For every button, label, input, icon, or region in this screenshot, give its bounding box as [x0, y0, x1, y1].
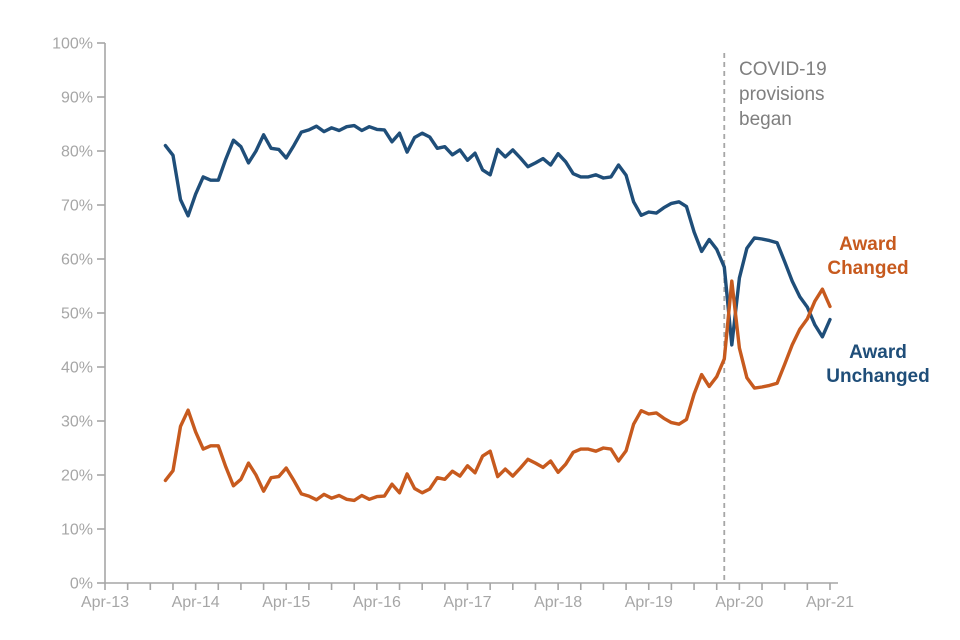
y-tick-label: 40%	[61, 360, 93, 377]
y-tick-label: 10%	[61, 522, 93, 539]
y-tick-label: 0%	[70, 576, 93, 593]
y-tick-label: 20%	[61, 468, 93, 485]
series-label-award-changed: Award Changed	[827, 234, 909, 279]
x-tick-label: Apr-15	[262, 594, 310, 611]
series-label-award-unchanged: Award Unchanged	[826, 342, 930, 387]
y-tick-label: 50%	[61, 306, 93, 323]
x-tick-label: Apr-16	[353, 594, 401, 611]
y-tick-label: 90%	[61, 90, 93, 107]
y-tick-label: 70%	[61, 198, 93, 215]
y-tick-label: 60%	[61, 252, 93, 269]
series-line-award-unchanged	[163, 123, 832, 347]
series-line-award-changed	[163, 279, 832, 503]
x-tick-label: Apr-19	[625, 594, 673, 611]
y-tick-label: 100%	[52, 36, 93, 53]
x-tick-label: Apr-14	[172, 594, 220, 611]
x-tick-label: Apr-21	[806, 594, 854, 611]
y-tick-label: 30%	[61, 414, 93, 431]
x-tick-label: Apr-18	[534, 594, 582, 611]
x-tick-label: Apr-17	[443, 594, 491, 611]
x-tick-label: Apr-13	[81, 594, 129, 611]
covid-annotation-text: COVID-19 provisions began	[739, 59, 827, 130]
x-tick-label: Apr-20	[715, 594, 763, 611]
y-tick-label: 80%	[61, 144, 93, 161]
